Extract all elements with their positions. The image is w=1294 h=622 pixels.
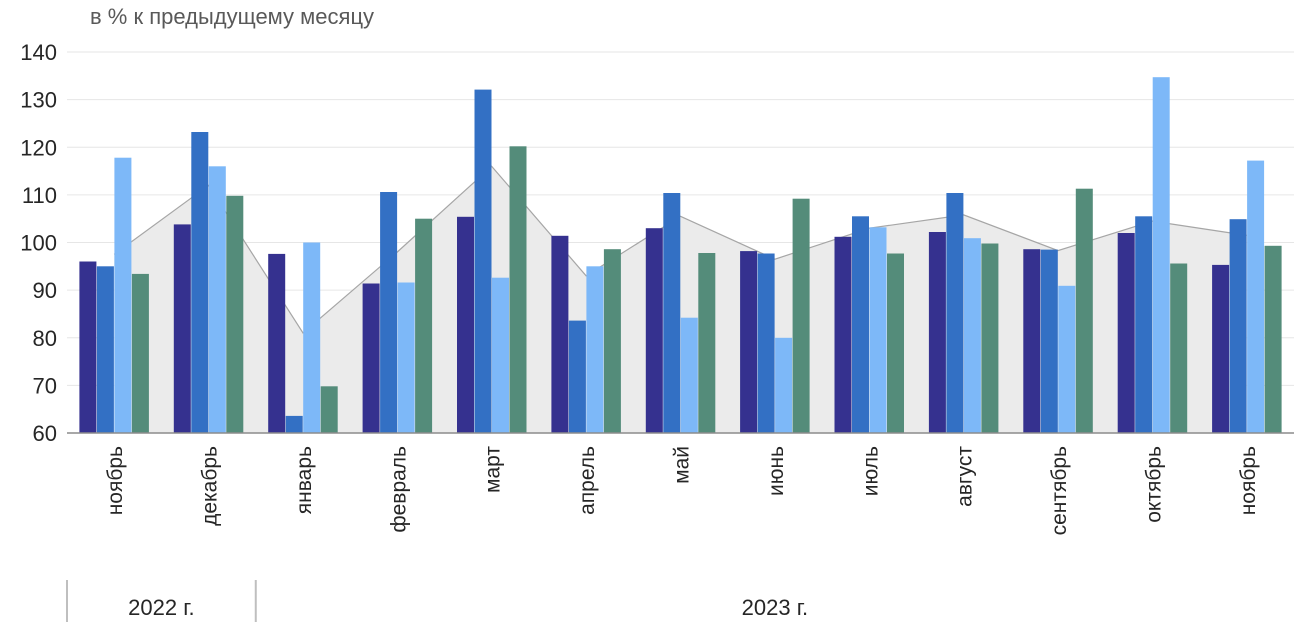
bar xyxy=(191,132,209,433)
x-tick-label: июнь xyxy=(765,446,788,496)
bar xyxy=(1212,264,1230,433)
bar xyxy=(1152,77,1170,433)
bar xyxy=(775,337,793,434)
bar xyxy=(415,218,433,433)
x-tick-label: январь xyxy=(293,446,316,514)
bar xyxy=(757,253,775,433)
bar xyxy=(362,283,380,433)
x-tick-label: июль xyxy=(859,446,882,496)
bar xyxy=(208,166,226,434)
bar xyxy=(740,251,758,433)
area-series-fill xyxy=(114,166,1247,434)
bar xyxy=(492,277,509,433)
bar xyxy=(1135,216,1153,433)
bar xyxy=(226,195,244,433)
bar xyxy=(173,224,191,433)
year-label: 2023 г. xyxy=(742,595,809,620)
x-tick-label: апрель xyxy=(576,446,599,515)
bar xyxy=(698,253,716,433)
bar xyxy=(509,146,527,434)
bar xyxy=(285,415,303,433)
y-tick-label: 80 xyxy=(33,326,57,351)
y-axis-label: в % к предыдущему месяцу xyxy=(90,4,375,29)
bar xyxy=(303,242,321,433)
y-tick-label: 110 xyxy=(22,183,57,208)
bar xyxy=(1247,160,1265,433)
x-tick-label: февраль xyxy=(387,446,410,533)
bar xyxy=(1264,245,1282,433)
bar xyxy=(79,261,97,433)
bar xyxy=(1117,233,1135,433)
y-tick-label: 60 xyxy=(33,421,57,446)
bar xyxy=(792,198,810,433)
y-tick-label: 100 xyxy=(20,231,57,256)
bar xyxy=(268,253,286,433)
bar xyxy=(457,216,474,433)
bar xyxy=(981,243,999,433)
x-tick-label: май xyxy=(671,446,694,484)
bar xyxy=(1058,285,1076,433)
bar xyxy=(680,317,698,433)
bar xyxy=(1040,249,1058,433)
bar xyxy=(397,282,415,433)
bar xyxy=(380,192,398,433)
x-tick-label: октябрь xyxy=(1142,446,1165,523)
y-tick-label: 130 xyxy=(20,88,57,113)
bar xyxy=(114,157,132,433)
bar xyxy=(131,273,149,433)
x-tick-label: декабрь xyxy=(199,446,222,526)
bar xyxy=(645,228,663,433)
bar xyxy=(474,89,492,433)
bar xyxy=(586,266,604,433)
x-tick-label: март xyxy=(482,446,505,493)
bar xyxy=(663,193,681,433)
x-tick-label: ноябрь xyxy=(104,446,127,515)
bar xyxy=(928,232,946,433)
bar xyxy=(603,249,621,433)
bar xyxy=(852,216,869,433)
bar xyxy=(1023,249,1041,433)
year-label: 2022 г. xyxy=(128,595,195,620)
bar xyxy=(551,235,569,433)
y-tick-label: 70 xyxy=(33,373,57,398)
bar xyxy=(1229,219,1247,433)
bar xyxy=(1075,188,1093,433)
y-tick-label: 90 xyxy=(33,278,57,303)
x-tick-label: август xyxy=(954,446,977,507)
area-series-line xyxy=(113,165,1247,334)
bar xyxy=(869,227,887,433)
bar xyxy=(568,320,586,433)
bar xyxy=(946,193,964,433)
bar xyxy=(96,266,114,433)
bar xyxy=(320,386,338,433)
x-tick-label: сентябрь xyxy=(1048,446,1071,535)
bar xyxy=(963,238,981,433)
y-tick-label: 140 xyxy=(20,40,57,65)
bar xyxy=(887,253,904,433)
x-tick-label: ноябрь xyxy=(1237,446,1260,515)
bar xyxy=(834,236,852,433)
y-tick-label: 120 xyxy=(20,135,57,160)
bar xyxy=(1170,263,1188,433)
